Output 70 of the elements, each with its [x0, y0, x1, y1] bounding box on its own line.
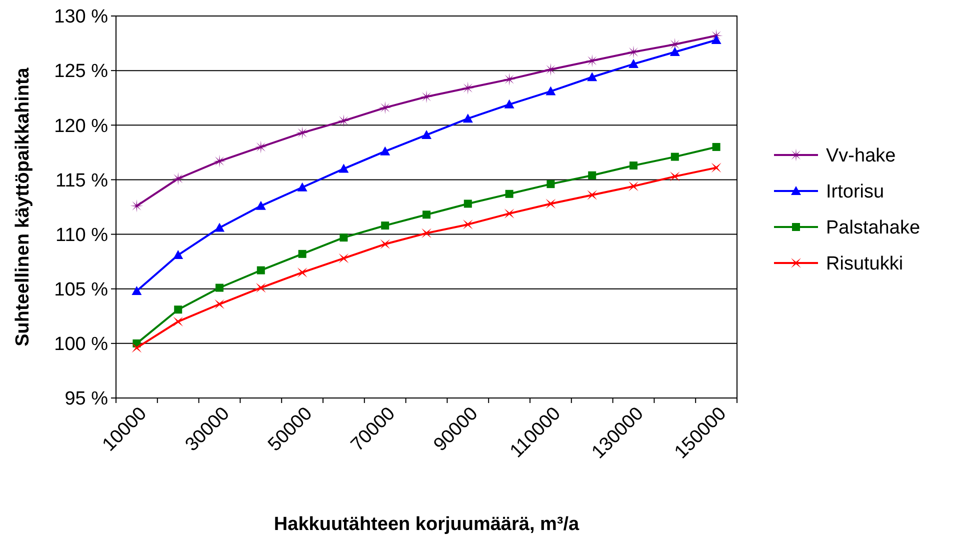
y-tick-label: 130 %	[54, 6, 108, 28]
point	[297, 182, 308, 192]
y-tick-label: 95 %	[64, 388, 108, 410]
y-tick-label: 110 %	[56, 224, 108, 246]
point	[256, 200, 266, 210]
point	[464, 200, 472, 208]
point	[546, 86, 556, 96]
point	[172, 172, 185, 186]
point	[711, 162, 722, 173]
point	[422, 228, 432, 238]
point	[380, 146, 390, 156]
point	[505, 190, 514, 198]
point	[254, 140, 268, 154]
point	[546, 180, 555, 188]
legend-label: Palstahake	[826, 218, 920, 239]
point	[256, 282, 266, 293]
point	[461, 82, 474, 95]
point	[504, 99, 514, 108]
point	[173, 250, 184, 260]
y-tick-label: 125 %	[54, 61, 108, 82]
point	[130, 199, 144, 212]
point	[338, 253, 349, 264]
point	[422, 130, 432, 139]
point	[628, 181, 638, 192]
y-axis-title: Suhteellinen käyttöpaikkahinta	[12, 67, 34, 346]
point	[214, 222, 224, 232]
point	[588, 171, 596, 180]
point	[132, 342, 142, 353]
y-tick-label: 115 %	[56, 170, 108, 192]
point	[628, 59, 638, 68]
point	[586, 54, 599, 68]
point	[627, 46, 640, 59]
legend-label: Irtorisu	[826, 182, 884, 203]
point	[587, 190, 598, 200]
point	[132, 286, 142, 296]
point	[173, 316, 184, 327]
point	[670, 171, 680, 182]
point	[422, 210, 430, 219]
point	[502, 72, 516, 86]
point	[214, 299, 224, 310]
point	[340, 234, 348, 242]
point	[256, 266, 265, 274]
y-tick-label: 100 %	[54, 334, 108, 356]
x-axis-title: Hakkuutähteen korjuumäärä, m³/a	[274, 514, 580, 535]
point	[216, 284, 224, 292]
point	[630, 162, 638, 170]
point	[381, 222, 390, 230]
point	[587, 72, 598, 82]
point	[378, 101, 392, 114]
legend-label: Risutukki	[826, 254, 904, 275]
point	[174, 306, 182, 314]
point	[546, 198, 556, 209]
y-tick-label: 105 %	[54, 280, 108, 301]
point	[668, 38, 682, 51]
point	[297, 268, 308, 278]
point	[670, 152, 679, 161]
point	[337, 114, 350, 128]
point	[462, 220, 473, 230]
y-tick-label: 120 %	[54, 116, 108, 137]
point	[380, 239, 390, 250]
legend-label: Vv-hake	[826, 146, 896, 167]
point	[298, 250, 306, 258]
point	[462, 114, 473, 123]
point	[544, 62, 558, 76]
point	[712, 142, 720, 151]
point	[711, 35, 722, 44]
point	[296, 126, 309, 140]
point	[670, 47, 680, 56]
point	[338, 164, 349, 173]
point	[504, 208, 514, 218]
